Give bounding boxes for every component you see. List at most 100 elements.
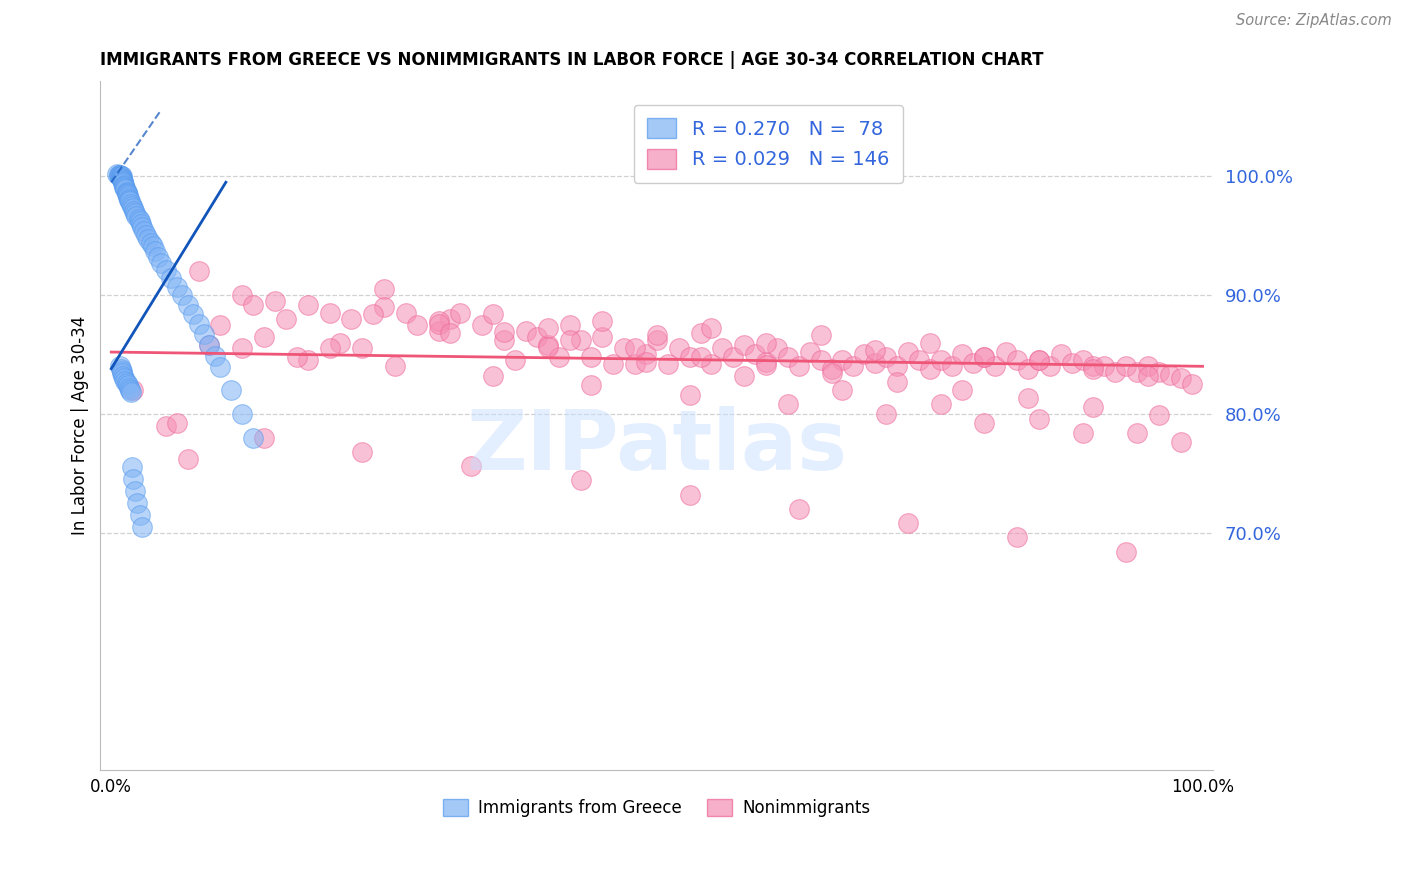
Point: [624, 342, 647, 356]
Point: [569, 333, 592, 347]
Point: [624, 357, 647, 371]
Point: [155, 263, 177, 277]
Point: [242, 297, 264, 311]
Text: IMMIGRANTS FROM GREECE VS NONIMMIGRANTS IN LABOR FORCE | AGE 30-34 CORRELATION C: IMMIGRANTS FROM GREECE VS NONIMMIGRANTS …: [100, 51, 1043, 69]
Point: [181, 307, 204, 321]
Point: [231, 407, 253, 421]
Point: [112, 175, 135, 189]
Point: [111, 367, 134, 381]
Point: [494, 325, 516, 339]
Point: [131, 519, 153, 533]
Point: [1049, 347, 1071, 361]
Point: [645, 328, 668, 343]
Point: [114, 181, 136, 195]
Point: [537, 338, 560, 352]
Point: [135, 227, 157, 242]
Point: [118, 194, 141, 209]
Point: [766, 342, 789, 356]
Point: [863, 356, 886, 370]
Point: [526, 329, 548, 343]
Point: [918, 335, 941, 350]
Y-axis label: In Labor Force | Age 30-34: In Labor Force | Age 30-34: [72, 316, 89, 535]
Point: [799, 345, 821, 359]
Point: [494, 333, 516, 347]
Point: [668, 342, 690, 356]
Point: [108, 169, 131, 184]
Point: [875, 407, 897, 421]
Point: [122, 203, 145, 218]
Point: [108, 168, 131, 182]
Point: [679, 350, 702, 364]
Point: [111, 364, 134, 378]
Point: [1028, 353, 1050, 368]
Point: [460, 458, 482, 473]
Point: [918, 361, 941, 376]
Point: [1071, 425, 1094, 440]
Point: [1028, 353, 1050, 368]
Point: [755, 358, 778, 372]
Point: [176, 297, 198, 311]
Point: [329, 335, 352, 350]
Point: [973, 350, 995, 364]
Point: [110, 361, 132, 376]
Point: [941, 359, 963, 374]
Point: [117, 188, 139, 202]
Point: [105, 167, 128, 181]
Point: [503, 353, 526, 368]
Point: [253, 329, 276, 343]
Point: [569, 473, 592, 487]
Point: [112, 178, 135, 193]
Point: [755, 354, 778, 368]
Point: [122, 202, 145, 216]
Point: [108, 359, 131, 374]
Point: [115, 185, 138, 199]
Point: [1005, 353, 1028, 368]
Point: [138, 232, 160, 246]
Point: [115, 187, 138, 202]
Point: [602, 357, 624, 371]
Point: [482, 307, 505, 321]
Legend: Immigrants from Greece, Nonimmigrants: Immigrants from Greece, Nonimmigrants: [437, 792, 877, 823]
Point: [515, 324, 537, 338]
Point: [297, 353, 319, 368]
Point: [591, 329, 613, 343]
Point: [450, 306, 472, 320]
Point: [831, 353, 853, 368]
Point: [112, 371, 135, 385]
Point: [209, 318, 232, 332]
Point: [1136, 368, 1159, 383]
Point: [1115, 544, 1137, 558]
Point: [318, 342, 340, 356]
Point: [723, 350, 745, 364]
Point: [128, 508, 150, 522]
Point: [128, 212, 150, 227]
Point: [120, 385, 142, 400]
Point: [340, 311, 363, 326]
Point: [1083, 400, 1105, 414]
Point: [110, 169, 132, 184]
Point: [112, 178, 135, 192]
Point: [118, 192, 141, 206]
Point: [111, 173, 134, 187]
Point: [755, 335, 778, 350]
Point: [547, 350, 569, 364]
Point: [172, 288, 194, 302]
Text: Source: ZipAtlas.com: Source: ZipAtlas.com: [1236, 13, 1392, 29]
Point: [439, 311, 461, 326]
Point: [297, 297, 319, 311]
Point: [537, 340, 560, 354]
Point: [124, 206, 146, 220]
Point: [1147, 365, 1170, 379]
Point: [787, 501, 810, 516]
Point: [231, 342, 253, 356]
Point: [700, 357, 723, 371]
Point: [645, 333, 668, 347]
Point: [689, 350, 711, 364]
Point: [427, 324, 450, 338]
Point: [352, 444, 374, 458]
Point: [929, 397, 952, 411]
Point: [361, 307, 384, 321]
Point: [810, 328, 832, 343]
Point: [117, 378, 139, 392]
Point: [689, 326, 711, 340]
